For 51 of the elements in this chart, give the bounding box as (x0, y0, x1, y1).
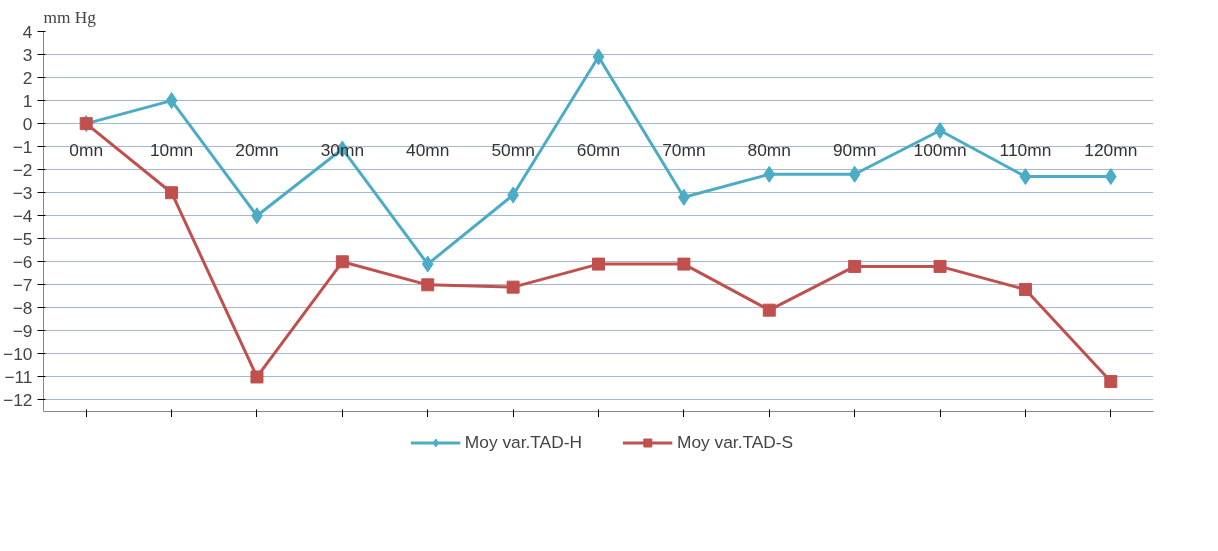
point (933, 259, 947, 273)
point (592, 48, 605, 66)
point (1019, 168, 1032, 186)
y-tick-label: −1 (12, 136, 33, 157)
x-tick-label: 80mn (747, 139, 791, 160)
point (421, 255, 434, 273)
point (1104, 375, 1118, 389)
x-tick-label: 40mn (406, 139, 450, 160)
point (506, 280, 520, 294)
y-tick-label: 4 (22, 21, 33, 42)
y-tick-label: −6 (12, 251, 33, 272)
y-tick-label: −8 (12, 297, 33, 318)
y-tick-label: 1 (22, 90, 33, 111)
y-tick-label: 2 (22, 67, 33, 88)
point (1104, 168, 1117, 186)
y-tick-label: −7 (12, 274, 33, 295)
point (165, 92, 178, 110)
y-tick-label: 0 (22, 113, 33, 134)
x-tick-label: 110mn (999, 139, 1052, 160)
y-tick-label: 3 (22, 44, 33, 65)
x-tick-label: 120mn (1084, 139, 1138, 160)
x-tick-label: 100mn (913, 139, 967, 160)
y-tick-label: −2 (12, 159, 33, 180)
y-tick-label: −10 (3, 343, 33, 364)
point (848, 165, 861, 183)
y-tick-label: −11 (4, 366, 33, 387)
point (848, 259, 862, 273)
point (335, 255, 349, 269)
x-tick-label: 0mn (69, 139, 104, 160)
point (763, 165, 776, 183)
x-tick-label: 10mn (149, 139, 194, 160)
x-tick-label: 70mn (662, 139, 706, 160)
legend-label: Moy var.TAD-S (676, 431, 794, 453)
y-tick-label: −4 (12, 205, 33, 226)
x-tick-label: 60mn (576, 139, 621, 160)
point (165, 186, 179, 200)
point (677, 257, 691, 271)
x-tick-label: 90mn (832, 139, 877, 160)
point (421, 278, 435, 292)
y-tick-label: −3 (12, 182, 33, 203)
x-tick-label: 50mn (491, 139, 535, 160)
y-tick-label: −9 (12, 320, 33, 341)
point (250, 370, 264, 384)
y-tick-label: −5 (12, 228, 33, 249)
legend-label: Moy var.TAD-H (464, 431, 582, 453)
point (1018, 282, 1032, 296)
x-tick-label: 20mn (235, 139, 279, 160)
y-tick-label: −12 (3, 389, 33, 410)
point (762, 303, 776, 317)
y-axis-title: mm Hg (43, 7, 97, 27)
point (592, 257, 605, 271)
